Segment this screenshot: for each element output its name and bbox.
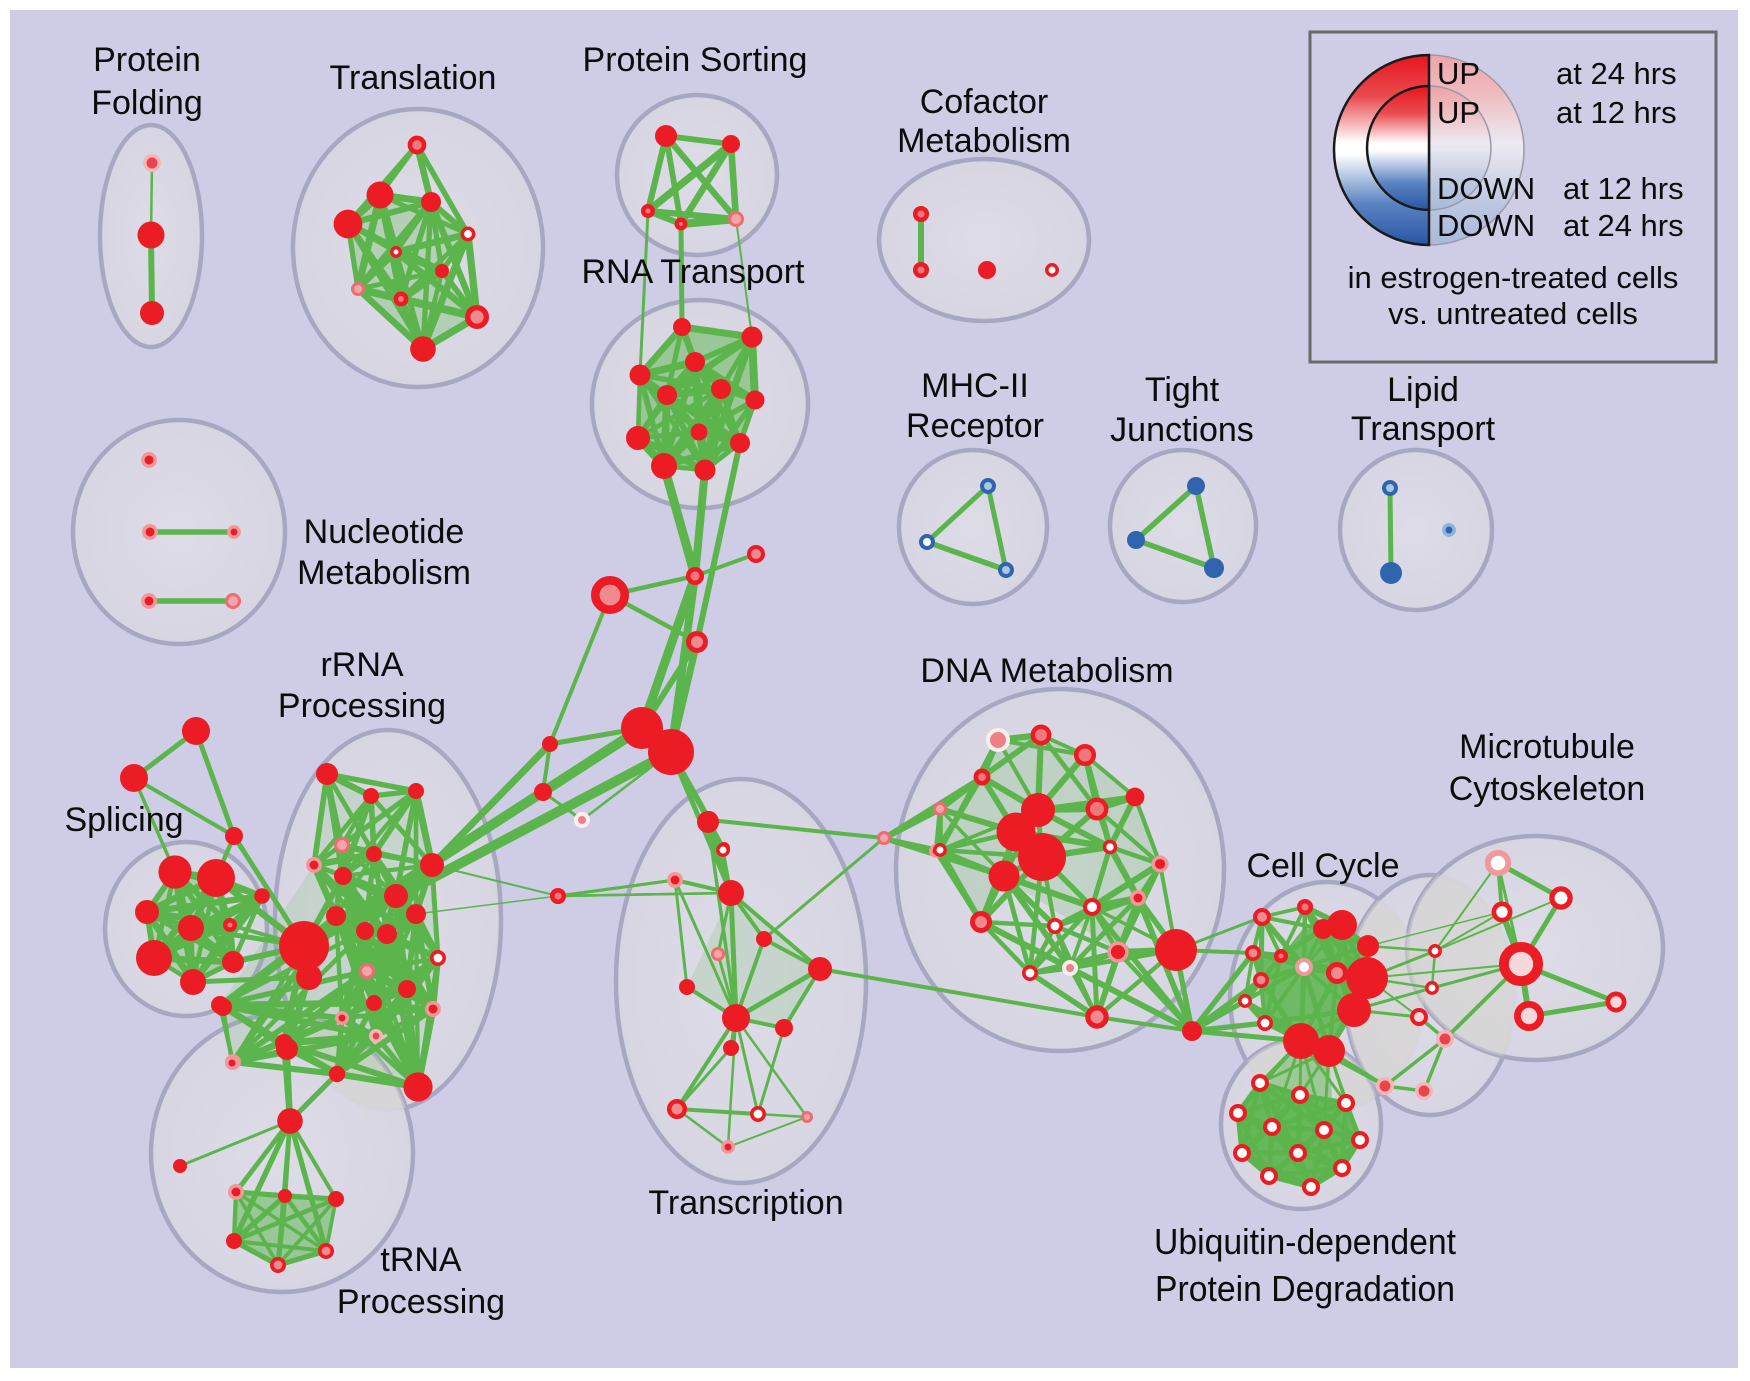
svg-text:at 12 hrs: at 12 hrs	[1556, 95, 1677, 130]
svg-text:at 24 hrs: at 24 hrs	[1556, 56, 1677, 91]
svg-text:Processing: Processing	[337, 1283, 505, 1321]
svg-text:Cofactor: Cofactor	[920, 83, 1049, 121]
svg-text:Protein Sorting: Protein Sorting	[583, 41, 808, 79]
svg-text:DNA Metabolism: DNA Metabolism	[920, 652, 1173, 690]
svg-text:UP: UP	[1437, 95, 1480, 130]
svg-text:DOWN: DOWN	[1437, 171, 1535, 206]
svg-text:Junctions: Junctions	[1110, 411, 1254, 449]
svg-text:DOWN: DOWN	[1437, 208, 1535, 243]
svg-text:Folding: Folding	[91, 84, 203, 122]
svg-text:Tight: Tight	[1145, 371, 1220, 409]
svg-text:Microtubule: Microtubule	[1459, 728, 1635, 766]
svg-text:Receptor: Receptor	[906, 407, 1044, 445]
svg-text:Transcription: Transcription	[648, 1184, 843, 1222]
svg-text:Metabolism: Metabolism	[897, 122, 1071, 160]
svg-text:Transport: Transport	[1351, 410, 1496, 448]
svg-text:Cytoskeleton: Cytoskeleton	[1449, 770, 1646, 808]
svg-text:Protein Degradation: Protein Degradation	[1155, 1268, 1455, 1309]
svg-text:Ubiquitin-dependent: Ubiquitin-dependent	[1154, 1221, 1456, 1262]
svg-text:Translation: Translation	[330, 59, 497, 97]
svg-text:at 24 hrs: at 24 hrs	[1563, 208, 1684, 243]
svg-text:RNA Transport: RNA Transport	[582, 253, 806, 291]
svg-text:Protein: Protein	[93, 41, 201, 79]
svg-text:Metabolism: Metabolism	[297, 554, 471, 592]
svg-text:rRNA: rRNA	[320, 646, 403, 684]
svg-text:MHC-II: MHC-II	[921, 367, 1029, 405]
svg-text:in estrogen-treated cells: in estrogen-treated cells	[1348, 260, 1679, 295]
svg-text:tRNA: tRNA	[380, 1241, 462, 1279]
svg-text:UP: UP	[1437, 56, 1480, 91]
svg-text:at 12 hrs: at 12 hrs	[1563, 171, 1684, 206]
svg-text:Splicing: Splicing	[64, 801, 183, 839]
svg-text:Lipid: Lipid	[1387, 371, 1459, 409]
svg-text:vs. untreated cells: vs. untreated cells	[1388, 296, 1638, 331]
svg-text:Cell Cycle: Cell Cycle	[1246, 847, 1399, 885]
svg-text:Processing: Processing	[278, 687, 446, 725]
svg-text:Nucleotide: Nucleotide	[304, 513, 465, 551]
